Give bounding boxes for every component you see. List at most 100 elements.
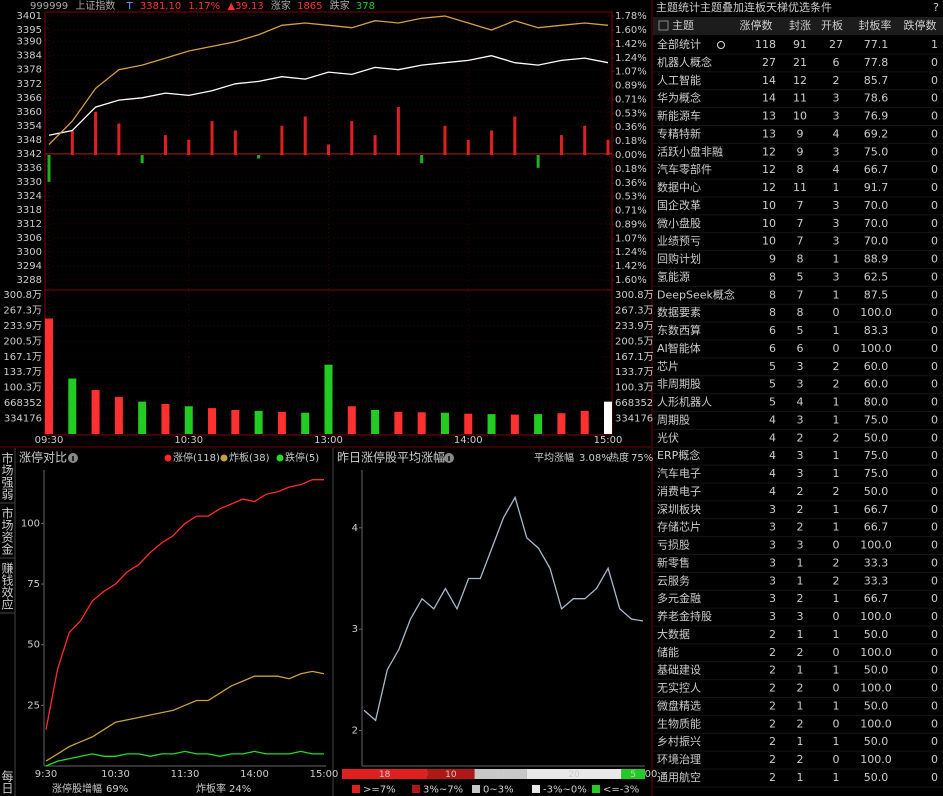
table-cell: 1 xyxy=(833,735,840,748)
help-button[interactable]: ? xyxy=(933,1,939,14)
table-cell[interactable]: 光伏 xyxy=(657,430,679,444)
table-cell[interactable]: 汽车零部件 xyxy=(657,162,712,176)
series-line xyxy=(48,15,609,145)
table-cell[interactable]: 数据要素 xyxy=(657,305,701,319)
panel-tab[interactable]: 主题叠加 xyxy=(700,1,744,14)
table-cell: 3 xyxy=(833,270,840,283)
table-cell[interactable]: 全部统计 xyxy=(657,37,701,51)
up-count: 1865 xyxy=(297,1,322,12)
y-tick-label: 133.7万 xyxy=(615,367,654,378)
table-cell[interactable]: 亏损股 xyxy=(657,538,690,552)
table-cell[interactable]: 芯片 xyxy=(657,359,679,373)
table-cell[interactable]: 乡村振兴 xyxy=(657,734,701,748)
table-cell: 75.0 xyxy=(864,145,889,158)
table-cell[interactable]: AI智能体 xyxy=(657,341,701,355)
y-tick-label: 3384 xyxy=(17,51,42,62)
table-cell: 8 xyxy=(797,253,804,266)
table-cell[interactable]: DeepSeek概念 xyxy=(657,287,735,301)
table-cell[interactable]: 环境治理 xyxy=(657,752,701,766)
table-cell[interactable]: 回购计划 xyxy=(657,252,701,266)
side-tab[interactable]: 市场资金 xyxy=(0,506,14,555)
side-tab[interactable]: 每日 xyxy=(0,769,14,794)
legend-swatch[interactable] xyxy=(220,454,228,462)
table-cell: 0 xyxy=(931,485,938,498)
panel-tab[interactable]: 连板天梯 xyxy=(744,0,788,14)
table-cell: 50.0 xyxy=(864,664,889,677)
table-cell[interactable]: 机器人概念 xyxy=(657,55,712,69)
table-cell: 14 xyxy=(762,74,776,87)
table-cell[interactable]: 微盘精选 xyxy=(657,698,701,712)
column-header[interactable]: 封涨 xyxy=(789,18,811,32)
table-cell[interactable]: 新能源车 xyxy=(657,109,701,123)
table-cell: 66.7 xyxy=(864,592,889,605)
y2-tick-label: 1.07% xyxy=(615,66,647,77)
checkbox[interactable] xyxy=(658,20,669,31)
column-header[interactable]: 跌停数 xyxy=(904,18,937,32)
table-cell: 4 xyxy=(769,431,776,444)
table-cell[interactable]: 通用航空 xyxy=(657,770,701,784)
table-cell: 2 xyxy=(797,521,804,534)
column-header[interactable]: 主题 xyxy=(672,19,694,32)
series-line xyxy=(45,750,324,767)
table-cell: 100.0 xyxy=(860,717,892,730)
table-cell[interactable]: 云服务 xyxy=(657,574,690,587)
table-cell[interactable]: 华为概念 xyxy=(657,91,701,105)
y-tick-label: 3401 xyxy=(17,11,42,22)
table-cell: 12 xyxy=(762,163,776,176)
table-cell[interactable]: 基础建设 xyxy=(657,663,701,677)
table-cell[interactable]: 多元金融 xyxy=(657,591,701,605)
stat-label: 平均涨幅 xyxy=(534,451,574,464)
table-cell: 7 xyxy=(797,199,804,212)
table-cell[interactable]: 国企改革 xyxy=(657,198,701,212)
side-tab[interactable]: 市场强弱 xyxy=(0,451,14,501)
panel-tab[interactable]: 主题统计 xyxy=(656,1,700,14)
table-cell[interactable]: 生物质能 xyxy=(657,716,701,730)
table-cell[interactable]: 周期股 xyxy=(657,413,690,426)
y2-tick-label: 1.24% xyxy=(615,53,647,64)
y2-tick-label: 0.53% xyxy=(615,191,647,202)
table-cell: 0 xyxy=(931,127,938,140)
y-tick-label: 3300 xyxy=(17,247,42,258)
table-cell: 13 xyxy=(762,110,776,123)
legend-swatch[interactable] xyxy=(164,454,172,462)
table-cell: 3 xyxy=(769,521,776,534)
table-cell[interactable]: 专精特新 xyxy=(657,126,701,140)
y-tick-label: 3318 xyxy=(17,205,42,216)
volume-bar xyxy=(254,410,263,434)
column-header[interactable]: 封板率 xyxy=(859,18,892,32)
table-cell[interactable]: 深圳板块 xyxy=(657,502,701,516)
table-cell[interactable]: 养老金持股 xyxy=(657,609,712,623)
table-cell[interactable]: 大数据 xyxy=(657,627,690,641)
table-cell[interactable]: ERP概念 xyxy=(657,448,700,462)
table-cell[interactable]: 活跃小盘非融 xyxy=(657,144,723,158)
table-cell[interactable]: 消费电子 xyxy=(657,484,701,498)
breadth-bar xyxy=(140,155,144,164)
table-cell[interactable]: 无实控人 xyxy=(657,681,701,695)
table-cell: 1 xyxy=(797,574,804,587)
table-cell[interactable]: 新零售 xyxy=(657,555,690,569)
table-cell[interactable]: 非周期股 xyxy=(657,378,701,391)
side-tab[interactable]: 赚钱效应 xyxy=(0,561,14,610)
table-cell[interactable]: 人工智能 xyxy=(657,73,701,87)
table-cell[interactable]: 微小盘股 xyxy=(657,216,701,230)
table-cell: 0 xyxy=(931,521,938,534)
table-cell[interactable]: 业绩预亏 xyxy=(657,235,701,248)
column-header[interactable]: 涨停数 xyxy=(740,18,773,32)
table-cell: 100.0 xyxy=(860,610,892,623)
table-cell[interactable]: 存储芯片 xyxy=(657,520,701,534)
table-cell[interactable]: 人形机器人 xyxy=(657,395,712,409)
panel-tab[interactable]: 优选条件 xyxy=(788,0,832,14)
y-tick-label: 3 xyxy=(352,624,358,635)
table-cell[interactable]: 数据中心 xyxy=(657,180,701,194)
table-cell[interactable]: 汽车电子 xyxy=(657,466,701,480)
table-cell: 118 xyxy=(755,38,776,51)
volume-bar xyxy=(114,397,123,434)
table-cell: 2 xyxy=(769,735,776,748)
volume-bar xyxy=(557,413,566,434)
table-cell: 0 xyxy=(931,431,938,444)
table-cell[interactable]: 东数西算 xyxy=(657,323,701,337)
table-cell[interactable]: 氢能源 xyxy=(657,269,690,283)
column-header[interactable]: 开板 xyxy=(821,18,843,32)
legend-swatch[interactable] xyxy=(276,454,284,462)
table-cell[interactable]: 储能 xyxy=(657,645,679,659)
